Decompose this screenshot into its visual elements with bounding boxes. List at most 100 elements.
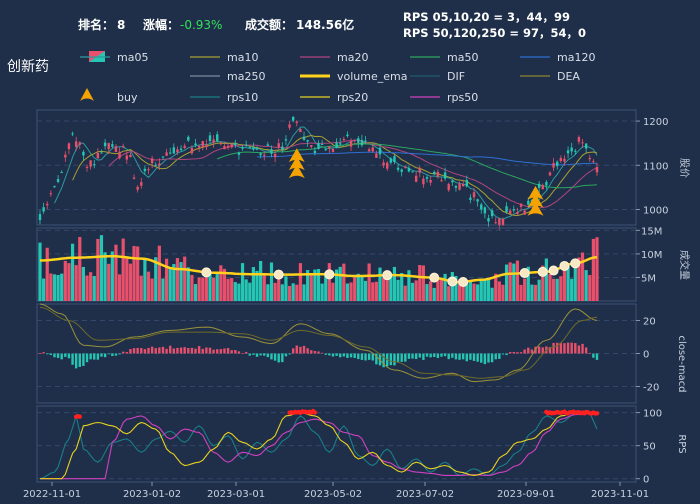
macd-histogram-bar — [223, 348, 226, 354]
volume-bar — [56, 274, 60, 301]
volume-ema-line — [39, 255, 598, 284]
macd-histogram-bar — [382, 353, 385, 368]
volume-bar — [515, 260, 520, 301]
candle-body — [125, 155, 129, 160]
macd-histogram-bar — [454, 353, 458, 360]
candle-body — [291, 116, 295, 121]
volume-bar — [201, 277, 205, 301]
rps-panel: 0 50 100 RPS — [36, 405, 687, 486]
macd-histogram-bar — [183, 347, 186, 354]
candle-body — [295, 121, 298, 123]
rps10-line — [39, 412, 598, 480]
candle-body — [357, 138, 360, 143]
volume-bar — [324, 272, 328, 301]
legend-buy-marker — [80, 88, 94, 101]
candle-body — [317, 143, 320, 149]
candle-body — [71, 133, 74, 135]
volume-bar — [573, 265, 577, 301]
macd-histogram-bar — [559, 342, 563, 354]
volume-bar — [161, 278, 165, 301]
macd-histogram-bar — [291, 348, 295, 354]
volume-bar — [230, 278, 234, 301]
candle-body — [306, 140, 309, 142]
candle-body — [53, 185, 56, 188]
volume-panel: 5M 10M 15M 成交量 — [36, 226, 691, 302]
candle-body — [93, 164, 96, 166]
candle-body — [172, 147, 176, 154]
candle-body — [129, 154, 132, 158]
candle-body — [288, 124, 291, 128]
macd-histogram-bar — [490, 353, 494, 363]
macd-histogram-bar — [284, 353, 288, 357]
candle-body — [454, 185, 458, 188]
candle-body — [82, 151, 85, 156]
volume-bar — [164, 258, 169, 301]
macd-histogram-bar — [226, 348, 230, 354]
macd-histogram-bar — [498, 353, 501, 359]
macd-histogram-bar — [396, 353, 400, 362]
candle-body — [411, 171, 414, 173]
macd-histogram-bar — [407, 353, 411, 359]
volume-bar — [465, 283, 469, 301]
volume-bar — [45, 247, 49, 301]
macd-histogram-bar — [132, 348, 136, 354]
volume-tick-label: 5M — [641, 273, 656, 284]
volume-bar — [338, 266, 342, 301]
candle-body — [451, 180, 454, 183]
volume-bar — [374, 281, 378, 301]
change-label: 涨幅： — [143, 17, 179, 32]
volume-bar — [551, 278, 556, 301]
candle-body — [414, 175, 418, 182]
macd-histogram-bar — [56, 353, 60, 358]
macd-histogram-bar — [353, 353, 356, 358]
candle-body — [487, 218, 490, 222]
candle-body — [118, 151, 121, 159]
rps-frame — [36, 405, 637, 483]
volume-bar — [494, 273, 498, 301]
macd-histogram-bar — [584, 347, 588, 354]
macd-histogram-bar — [523, 349, 526, 354]
macd-histogram-bar — [331, 353, 335, 357]
candle-body — [570, 147, 573, 152]
volume-bar — [240, 263, 245, 301]
macd-histogram-bar — [129, 348, 132, 354]
volume-bar — [378, 267, 382, 301]
macd-histogram-bar — [277, 353, 280, 363]
candle-body — [270, 149, 273, 154]
rps-flag-marker — [77, 414, 82, 419]
candle-body — [418, 168, 421, 173]
macd-histogram-bar — [273, 353, 277, 361]
macd-histogram-bar — [328, 353, 331, 356]
x-tick-label: 2023-03-01 — [207, 489, 265, 500]
rps-axis-title: RPS — [676, 434, 687, 453]
candle-body — [219, 143, 223, 145]
volume-bar — [179, 262, 183, 301]
volume-bar — [244, 279, 248, 301]
macd-histogram-bar — [82, 353, 85, 366]
candle-body — [425, 177, 429, 179]
candle-body — [465, 179, 468, 187]
candle-body — [161, 156, 165, 158]
volume-bar — [476, 284, 480, 301]
volume-bar — [42, 278, 46, 301]
rank-value: 8 — [117, 18, 125, 32]
candle-body — [494, 222, 497, 224]
volume-bar — [136, 246, 140, 301]
volume-bar — [132, 245, 136, 301]
volume-signal-dot — [570, 258, 581, 269]
candle-body — [490, 210, 494, 217]
volume-bar — [403, 285, 407, 301]
candle-body — [563, 158, 566, 162]
candle-body — [574, 150, 577, 152]
candle-body — [559, 158, 563, 162]
rank-label: 排名： — [78, 17, 114, 32]
volume-bar — [523, 278, 527, 301]
volume-bar — [313, 269, 317, 301]
legend-label-buy: buy — [117, 91, 138, 104]
volume-bar — [331, 282, 335, 301]
macd-histogram-bar — [508, 351, 512, 354]
candle-body — [527, 200, 530, 205]
volume-bar — [389, 275, 393, 301]
macd-tick-label: 0 — [643, 350, 649, 361]
